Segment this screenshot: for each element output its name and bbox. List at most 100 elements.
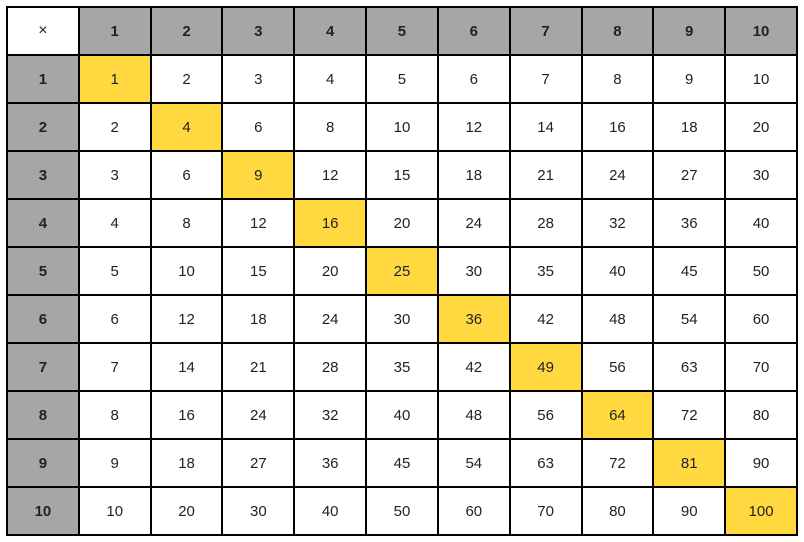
table-cell: 30 [366,295,438,343]
table-cell: 42 [438,343,510,391]
table-cell: 5 [366,55,438,103]
table-cell: 100 [725,487,797,535]
table-cell: 4 [294,55,366,103]
table-cell: 36 [294,439,366,487]
row-header: 7 [7,343,79,391]
table-cell: 54 [438,439,510,487]
row-header: 9 [7,439,79,487]
table-cell: 48 [582,295,654,343]
table-cell: 14 [151,343,223,391]
table-cell: 32 [294,391,366,439]
col-header: 1 [79,7,151,55]
table-cell: 4 [79,199,151,247]
table-cell: 12 [222,199,294,247]
row-header: 2 [7,103,79,151]
table-cell: 16 [151,391,223,439]
table-cell: 2 [151,55,223,103]
table-cell: 24 [582,151,654,199]
table-cell: 3 [222,55,294,103]
table-cell: 40 [725,199,797,247]
table-cell: 1 [79,55,151,103]
table-cell: 21 [510,151,582,199]
table-cell: 60 [438,487,510,535]
row-header: 1 [7,55,79,103]
table-cell: 6 [151,151,223,199]
table-cell: 14 [510,103,582,151]
table-cell: 70 [510,487,582,535]
row-header: 10 [7,487,79,535]
table-cell: 35 [366,343,438,391]
table-cell: 6 [438,55,510,103]
table-cell: 28 [510,199,582,247]
table-cell: 56 [510,391,582,439]
row-header: 4 [7,199,79,247]
table-cell: 72 [653,391,725,439]
table-cell: 81 [653,439,725,487]
table-cell: 5 [79,247,151,295]
table-cell: 8 [151,199,223,247]
table-cell: 40 [366,391,438,439]
col-header: 8 [582,7,654,55]
table-cell: 20 [294,247,366,295]
col-header: 6 [438,7,510,55]
table-cell: 24 [438,199,510,247]
col-header: 5 [366,7,438,55]
table-cell: 36 [438,295,510,343]
table-cell: 15 [366,151,438,199]
table-cell: 16 [582,103,654,151]
table-cell: 90 [725,439,797,487]
table-cell: 7 [79,343,151,391]
table-cell: 36 [653,199,725,247]
row-header: 3 [7,151,79,199]
table-cell: 90 [653,487,725,535]
corner-cell: × [7,7,79,55]
table-cell: 56 [582,343,654,391]
table-cell: 10 [79,487,151,535]
table-cell: 9 [79,439,151,487]
table-cell: 7 [510,55,582,103]
col-header: 10 [725,7,797,55]
row-header: 5 [7,247,79,295]
table-cell: 30 [438,247,510,295]
table-cell: 40 [582,247,654,295]
table-cell: 12 [294,151,366,199]
table-cell: 4 [151,103,223,151]
table-cell: 63 [653,343,725,391]
table-cell: 45 [366,439,438,487]
table-cell: 50 [725,247,797,295]
table-cell: 9 [653,55,725,103]
table-cell: 9 [222,151,294,199]
table-cell: 70 [725,343,797,391]
table-cell: 30 [725,151,797,199]
col-header: 9 [653,7,725,55]
table-cell: 16 [294,199,366,247]
table-cell: 72 [582,439,654,487]
table-cell: 28 [294,343,366,391]
table-cell: 21 [222,343,294,391]
table-cell: 25 [366,247,438,295]
table-cell: 18 [438,151,510,199]
table-cell: 80 [582,487,654,535]
table-cell: 42 [510,295,582,343]
table-cell: 30 [222,487,294,535]
row-header: 8 [7,391,79,439]
col-header: 3 [222,7,294,55]
table-cell: 40 [294,487,366,535]
table-cell: 2 [79,103,151,151]
table-cell: 6 [222,103,294,151]
table-cell: 15 [222,247,294,295]
col-header: 4 [294,7,366,55]
table-cell: 48 [438,391,510,439]
col-header: 2 [151,7,223,55]
table-cell: 27 [653,151,725,199]
table-cell: 27 [222,439,294,487]
table-cell: 45 [653,247,725,295]
table-cell: 10 [366,103,438,151]
table-cell: 80 [725,391,797,439]
table-cell: 60 [725,295,797,343]
table-cell: 3 [79,151,151,199]
table-cell: 20 [725,103,797,151]
table-cell: 32 [582,199,654,247]
table-cell: 24 [222,391,294,439]
table-cell: 6 [79,295,151,343]
